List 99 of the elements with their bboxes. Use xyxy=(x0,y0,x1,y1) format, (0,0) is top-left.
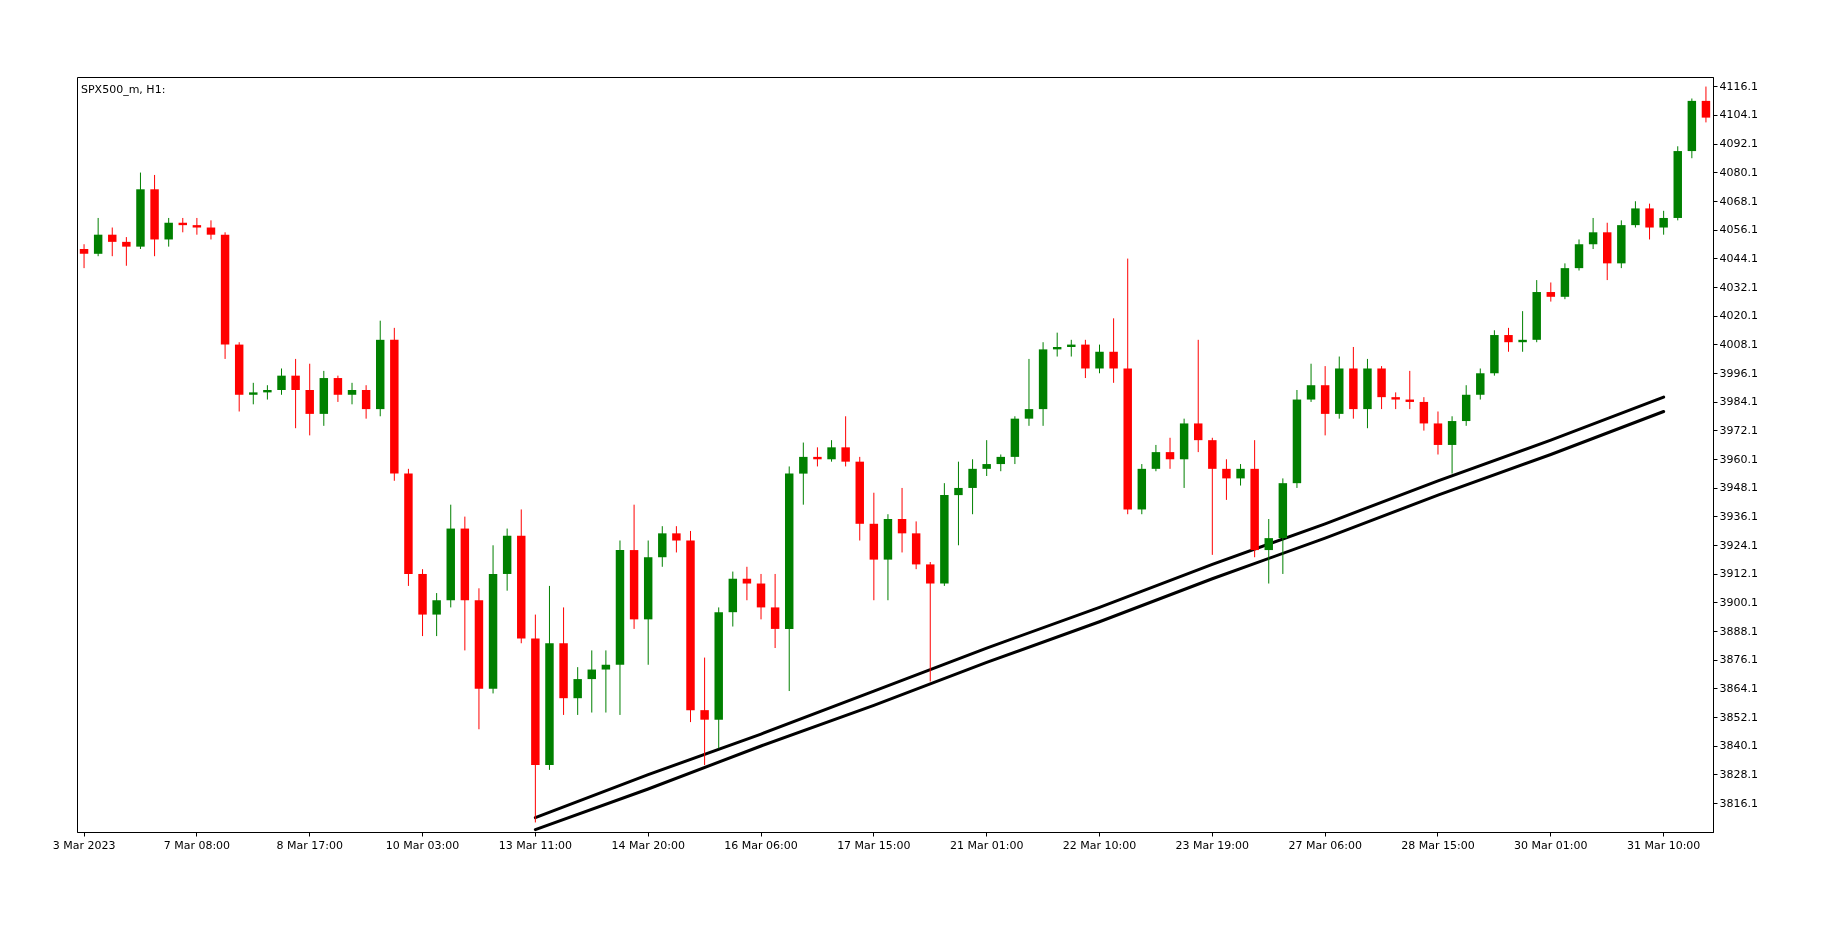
y-tick-label: 3972.1 xyxy=(1719,423,1758,437)
candlestick xyxy=(1659,210,1668,236)
candlestick xyxy=(573,666,582,716)
candlestick xyxy=(1574,238,1584,272)
candlestick xyxy=(827,439,836,463)
candlestick xyxy=(305,363,314,436)
candlestick xyxy=(1109,317,1118,384)
y-tick-label: 3948.1 xyxy=(1719,481,1758,495)
x-tick-label: 7 Mar 08:00 xyxy=(163,838,231,852)
y-tick-label: 4104.1 xyxy=(1719,108,1758,122)
x-tick-label: 10 Mar 03:00 xyxy=(385,838,460,852)
y-tick-label: 4092.1 xyxy=(1719,137,1758,151)
candlestick xyxy=(93,217,103,257)
candlestick xyxy=(263,384,272,401)
candlestick xyxy=(1264,518,1273,585)
x-tick-label: 16 Mar 06:00 xyxy=(724,838,798,852)
candlestick xyxy=(277,367,286,396)
candlestick xyxy=(1222,458,1231,501)
x-tick-label: 31 Mar 10:00 xyxy=(1626,838,1701,852)
candlestick xyxy=(658,525,667,568)
candlestick xyxy=(1447,415,1457,475)
x-tick-label: 27 Mar 06:00 xyxy=(1288,838,1362,852)
candlestick xyxy=(333,375,343,403)
candlestick xyxy=(982,439,991,477)
y-tick-label: 4056.1 xyxy=(1719,223,1758,237)
candlestick xyxy=(1504,327,1513,353)
candlestick xyxy=(799,442,808,506)
y-tick-label: 3912.1 xyxy=(1719,567,1758,581)
candlestick xyxy=(1165,437,1175,470)
y-tick-label: 4080.1 xyxy=(1719,165,1758,179)
candlestick xyxy=(672,525,681,553)
candlestick xyxy=(192,217,202,236)
y-tick-label: 3888.1 xyxy=(1719,624,1758,638)
y-tick-label: 3924.1 xyxy=(1719,538,1758,552)
y-tick-label: 3984.1 xyxy=(1719,395,1758,409)
candlestick xyxy=(108,227,117,257)
y-tick-label: 3900.1 xyxy=(1719,595,1758,609)
candlestick xyxy=(1546,281,1556,303)
y-tick-label: 3852.1 xyxy=(1719,710,1758,724)
candlestick xyxy=(968,458,977,515)
text: SPX500_m, H1: xyxy=(81,83,166,96)
candlestick xyxy=(347,382,357,405)
candlestick xyxy=(1193,339,1203,453)
candlestick xyxy=(1024,358,1034,427)
x-tick-label: 3 Mar 2023 xyxy=(52,838,116,852)
candlestick xyxy=(1236,463,1245,487)
y-tick-label: 4068.1 xyxy=(1719,194,1758,208)
candlestick xyxy=(897,487,907,553)
y-tick-label: 3960.1 xyxy=(1719,452,1758,466)
y-tick-label: 3996.1 xyxy=(1719,366,1758,380)
candlestick xyxy=(164,217,173,248)
y-tick-label: 3864.1 xyxy=(1719,681,1758,695)
y-tick-label: 3936.1 xyxy=(1719,509,1758,523)
y-tick-label: 3828.1 xyxy=(1719,767,1758,781)
y-tick-label: 4032.1 xyxy=(1719,280,1758,294)
candlestick xyxy=(1306,363,1316,403)
candlestick xyxy=(770,573,780,649)
candlestick xyxy=(926,561,935,682)
candlestick xyxy=(813,446,822,467)
y-tick-label: 4008.1 xyxy=(1719,337,1758,351)
x-tick-label: 14 Mar 20:00 xyxy=(611,838,685,852)
candlestick xyxy=(700,657,709,766)
x-tick-label: 23 Mar 19:00 xyxy=(1175,838,1250,852)
y-tick-label: 3840.1 xyxy=(1719,739,1758,753)
candlestick xyxy=(1518,310,1527,353)
candlestick xyxy=(1081,339,1090,379)
candlestick xyxy=(841,415,850,467)
y-tick-label: 4020.1 xyxy=(1719,309,1758,323)
candlestick xyxy=(756,573,766,620)
candlestick xyxy=(1476,367,1485,401)
candlestick xyxy=(601,649,611,714)
candlestick xyxy=(1588,217,1598,250)
y-tick-label: 3816.1 xyxy=(1719,796,1758,810)
candlestick xyxy=(206,219,216,240)
candlestick xyxy=(291,358,300,429)
x-tick-label: 8 Mar 17:00 xyxy=(276,838,343,852)
candlestick xyxy=(122,236,131,267)
x-tick-label: 21 Mar 01:00 xyxy=(949,838,1024,852)
candlestick xyxy=(1151,444,1161,472)
x-tick-label: 13 Mar 11:00 xyxy=(498,838,573,852)
candlestick xyxy=(1631,200,1640,229)
y-tick-label: 4044.1 xyxy=(1719,251,1758,265)
candlestick xyxy=(1095,344,1104,374)
x-tick-label: 28 Mar 15:00 xyxy=(1401,838,1475,852)
candlestick xyxy=(1645,203,1654,240)
candlestick xyxy=(1701,86,1711,123)
x-tick-label: 22 Mar 10:00 xyxy=(1062,838,1137,852)
candlestick xyxy=(1433,410,1443,455)
candlestick xyxy=(742,566,752,601)
x-tick-label: 17 Mar 15:00 xyxy=(837,838,911,852)
x-tick-label: 30 Mar 01:00 xyxy=(1514,838,1588,852)
y-tick-label: 3876.1 xyxy=(1719,653,1758,667)
y-tick-label: 4116.1 xyxy=(1719,79,1758,93)
candlestick xyxy=(954,461,963,546)
candlestick xyxy=(432,592,441,637)
candlestick xyxy=(1419,396,1429,432)
candlestick xyxy=(79,243,89,269)
candlestick xyxy=(249,382,258,405)
candlestick xyxy=(361,384,371,420)
